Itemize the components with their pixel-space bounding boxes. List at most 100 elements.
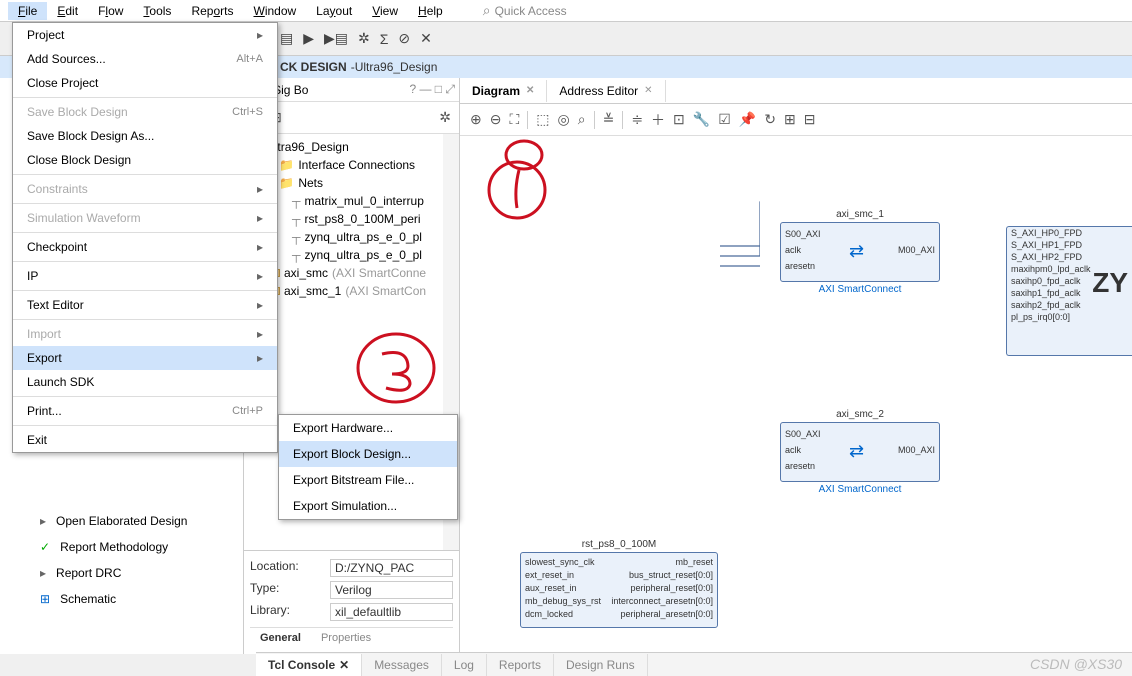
tab-signals[interactable]: Sig Bo [273, 83, 308, 97]
interconnect-icon [849, 241, 871, 263]
check-icon[interactable]: ☑ [718, 111, 731, 128]
menu-item-ip[interactable]: IP▸ [13, 261, 277, 288]
properties-panel: Location: D:/ZYNQ_PAC Type: Verilog Librar… [244, 550, 459, 654]
submenu-item[interactable]: Export Simulation... [279, 493, 457, 519]
menu-item-import[interactable]: Import▸ [13, 319, 277, 346]
tool-icon[interactable]: ✕ [420, 30, 432, 47]
ip-axi-smc-2[interactable]: axi_smc_2 S00_AXI aclk aresetn M00_AXI A… [780, 422, 940, 482]
tool-icon[interactable]: ⊘ [398, 30, 410, 47]
close-icon[interactable]: ✕ [339, 658, 349, 672]
diagram-toolbar: ⊕ ⊖ ⛶ ⬚ ◎ ⌕ ≚ ≑ ＋ ⊡ 🔧 ☑ 📌 ↻ ⊞ ⊟ [460, 104, 1132, 136]
tool-icon[interactable]: ≑ [631, 111, 643, 128]
tab-general[interactable]: General [250, 628, 311, 648]
ip-reset[interactable]: rst_ps8_0_100M slowest_sync_clk ext_rese… [520, 552, 718, 628]
interconnect-icon [849, 441, 871, 463]
menu-item-checkpoint[interactable]: Checkpoint▸ [13, 232, 277, 259]
prop-value[interactable]: D:/ZYNQ_PAC [330, 559, 453, 577]
bottom-tabs: Tcl Console ✕ Messages Log Reports Desig… [256, 652, 1132, 676]
add-icon[interactable]: ＋ [651, 110, 665, 130]
select-icon[interactable]: ⬚ [536, 111, 549, 128]
menu-help[interactable]: Help [408, 2, 453, 20]
export-submenu: Export Hardware...Export Block Design...… [278, 414, 458, 520]
ip-zynq[interactable]: S_AXI_HP0_FPD S_AXI_HP1_FPD S_AXI_HP2_FP… [1006, 226, 1132, 356]
menubar: File Edit Flow Tools Reports Window Layo… [0, 0, 1132, 22]
tool-icon[interactable]: ≚ [603, 111, 615, 128]
tab-properties[interactable]: Properties [311, 628, 381, 648]
target-icon[interactable]: ◎ [558, 111, 570, 128]
menu-item-print-[interactable]: Print...Ctrl+P [13, 396, 277, 423]
tab-address-editor[interactable]: Address Editor ✕ [547, 80, 665, 102]
tree-ip[interactable]: axi_smc (AXI SmartConne [248, 264, 455, 282]
nav-item[interactable]: Report Methodology [0, 534, 243, 560]
tree-net[interactable]: ┬matrix_mul_0_interrup [248, 192, 455, 210]
nav-item[interactable]: Report DRC [0, 560, 243, 586]
menu-layout[interactable]: Layout [306, 2, 362, 20]
menu-item-save-block-design[interactable]: Save Block DesignCtrl+S [13, 97, 277, 124]
nav-item[interactable]: Schematic [0, 586, 243, 612]
tool-icon[interactable]: ⊡ [673, 111, 685, 128]
submenu-item[interactable]: Export Hardware... [279, 415, 457, 441]
menu-item-close-block-design[interactable]: Close Block Design [13, 148, 277, 172]
menu-reports[interactable]: Reports [181, 2, 243, 20]
tool-icon[interactable]: ▤ [280, 30, 293, 47]
tree-interface[interactable]: ▸ 📁 Interface Connections [248, 156, 455, 174]
bd-label: CK DESIGN [280, 60, 347, 74]
menu-item-simulation-waveform[interactable]: Simulation Waveform▸ [13, 203, 277, 230]
ip-axi-smc-1[interactable]: axi_smc_1 S00_AXI aclk aresetn M00_AXI A… [780, 222, 940, 282]
tree-ip[interactable]: axi_smc_1 (AXI SmartCon [248, 282, 455, 300]
menu-view[interactable]: View [362, 2, 408, 20]
menu-file[interactable]: File [8, 2, 47, 20]
diagram-canvas[interactable]: axi_smc_1 S00_AXI aclk aresetn M00_AXI A… [460, 136, 1132, 654]
prop-value[interactable]: Verilog [330, 581, 453, 599]
menu-window[interactable]: Window [243, 2, 306, 20]
close-icon[interactable]: ✕ [526, 85, 534, 96]
menu-item-launch-sdk[interactable]: Launch SDK [13, 370, 277, 394]
submenu-item[interactable]: Export Bitstream File... [279, 467, 457, 493]
tab-tcl-console[interactable]: Tcl Console ✕ [256, 654, 362, 676]
run-icon[interactable]: ▶ [303, 30, 314, 47]
tree-net[interactable]: ┬rst_ps8_0_100M_peri [248, 210, 455, 228]
tool-icon[interactable]: ⊞ [784, 111, 796, 128]
settings-icon[interactable]: ✲ [358, 30, 370, 47]
tab-messages[interactable]: Messages [362, 654, 442, 676]
menu-item-add-sources-[interactable]: Add Sources...Alt+A [13, 47, 277, 71]
help-icon[interactable]: ? — □ ⤢ [409, 82, 455, 97]
menu-item-close-project[interactable]: Close Project [13, 71, 277, 95]
menu-flow[interactable]: Flow [88, 2, 133, 20]
tab-design-runs[interactable]: Design Runs [554, 654, 648, 676]
tree-root[interactable]: ▾ Ultra96_Design [248, 138, 455, 156]
tool-icon[interactable]: ⊟ [804, 111, 816, 128]
menu-item-text-editor[interactable]: Text Editor▸ [13, 290, 277, 317]
tree-net[interactable]: ┬zynq_ultra_ps_e_0_pl [248, 228, 455, 246]
prop-value[interactable]: xil_defaultlib [330, 603, 453, 621]
menu-item-save-block-design-as-[interactable]: Save Block Design As... [13, 124, 277, 148]
menu-edit[interactable]: Edit [47, 2, 88, 20]
zoom-in-icon[interactable]: ⊕ [470, 111, 482, 128]
zoom-out-icon[interactable]: ⊖ [490, 111, 502, 128]
close-icon[interactable]: ✕ [644, 85, 652, 96]
run-synth-icon[interactable]: ▶▤ [324, 30, 348, 47]
quick-access[interactable]: Quick Access [483, 2, 567, 19]
prop-label: Location: [250, 559, 320, 577]
prop-label: Type: [250, 581, 320, 599]
submenu-item[interactable]: Export Block Design... [279, 441, 457, 467]
tab-reports[interactable]: Reports [487, 654, 554, 676]
refresh-icon[interactable]: ↻ [764, 111, 776, 128]
menu-item-constraints[interactable]: Constraints▸ [13, 174, 277, 201]
sigma-icon[interactable]: Σ [380, 31, 389, 47]
nav-item[interactable]: Open Elaborated Design [0, 508, 243, 534]
menu-item-exit[interactable]: Exit [13, 425, 277, 452]
menu-item-export[interactable]: Export▸ [13, 346, 277, 370]
gear-icon[interactable]: ✲ [439, 109, 451, 126]
wrench-icon[interactable]: 🔧 [693, 111, 710, 128]
tree-nets[interactable]: ▾ 📁 Nets [248, 174, 455, 192]
menu-item-project[interactable]: Project▸ [13, 23, 277, 47]
fit-icon[interactable]: ⛶ [509, 111, 519, 128]
tab-diagram[interactable]: Diagram ✕ [460, 80, 547, 102]
pin-icon[interactable]: 📌 [739, 111, 756, 128]
tree-net[interactable]: ┬zynq_ultra_ps_e_0_pl [248, 246, 455, 264]
tab-log[interactable]: Log [442, 654, 487, 676]
menu-tools[interactable]: Tools [133, 2, 181, 20]
search-icon[interactable]: ⌕ [578, 111, 586, 128]
prop-label: Library: [250, 603, 320, 621]
